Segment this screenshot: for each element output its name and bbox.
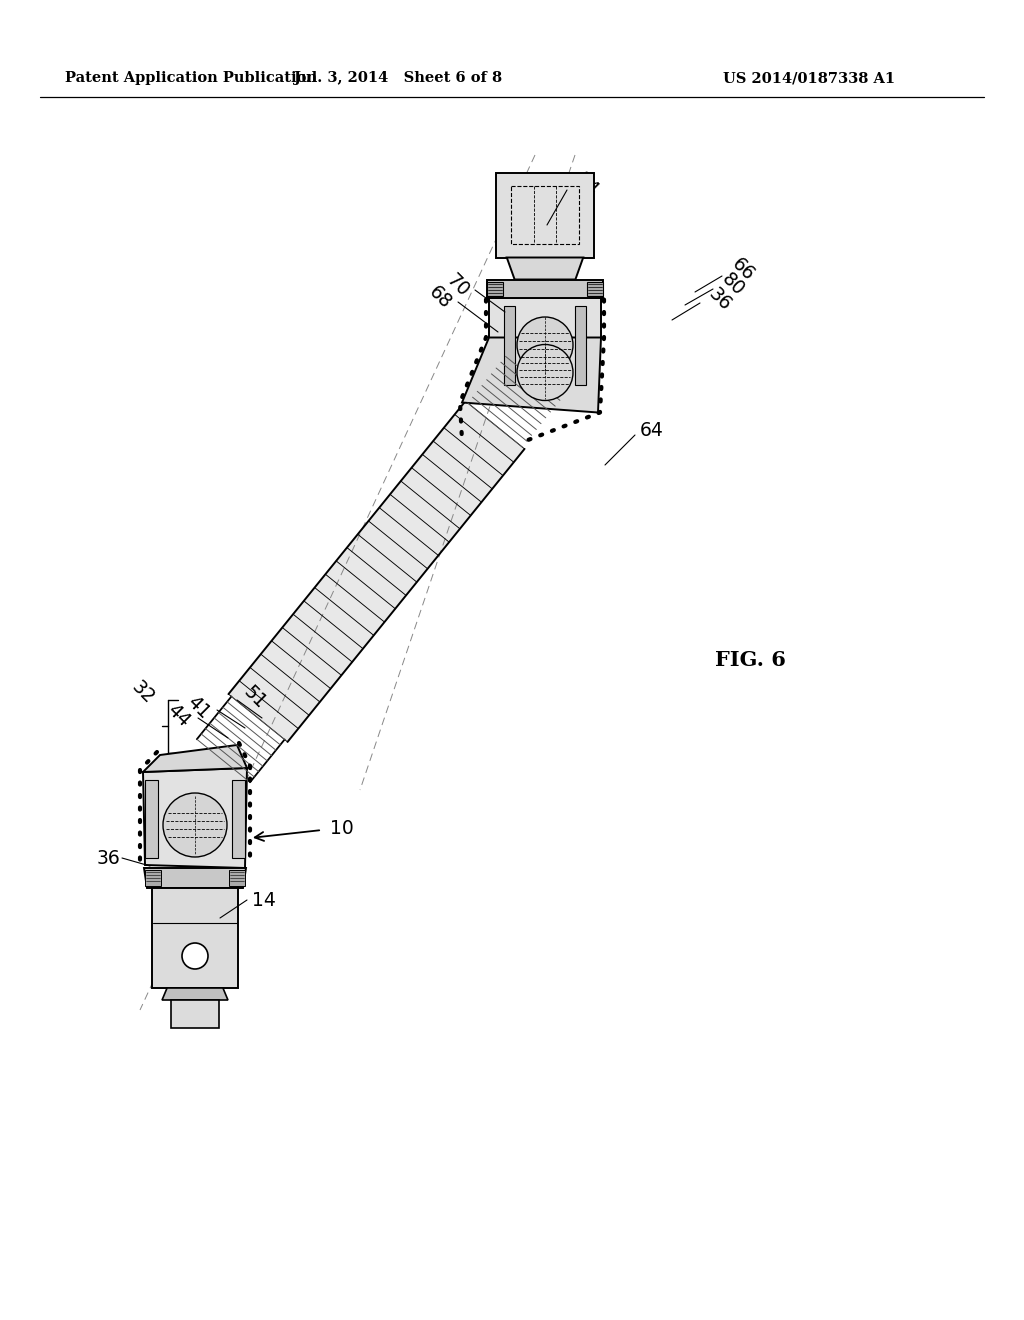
Polygon shape [487,280,603,297]
Text: 10: 10 [330,818,353,837]
Polygon shape [229,870,245,886]
Polygon shape [587,281,603,296]
Polygon shape [145,870,161,886]
Text: Patent Application Publication: Patent Application Publication [65,71,317,84]
Text: 41: 41 [183,693,214,723]
Polygon shape [162,987,228,1001]
Circle shape [163,793,227,857]
Text: 68: 68 [425,282,455,313]
Text: 51: 51 [240,682,270,713]
Polygon shape [462,338,601,412]
Polygon shape [507,257,584,280]
Text: 80: 80 [718,269,749,300]
Polygon shape [487,281,503,296]
Polygon shape [171,1001,219,1028]
Text: 24: 24 [572,170,602,201]
Text: Jul. 3, 2014   Sheet 6 of 8: Jul. 3, 2014 Sheet 6 of 8 [294,71,502,84]
Text: US 2014/0187338 A1: US 2014/0187338 A1 [723,71,895,84]
Polygon shape [228,401,524,742]
Text: 66: 66 [728,255,758,285]
Circle shape [517,317,573,374]
Text: FIG. 6: FIG. 6 [715,649,785,671]
Polygon shape [232,780,245,858]
Polygon shape [575,305,586,384]
Text: 14: 14 [252,891,275,909]
Text: 32: 32 [128,678,158,708]
Polygon shape [152,888,238,987]
Polygon shape [143,768,247,869]
Polygon shape [145,780,158,858]
Text: 44: 44 [164,701,194,731]
Polygon shape [504,305,515,384]
Text: 36: 36 [705,285,735,315]
Polygon shape [144,869,246,888]
Circle shape [182,942,208,969]
Polygon shape [496,173,594,257]
Text: 70: 70 [442,271,473,301]
Circle shape [517,345,573,400]
Polygon shape [143,744,247,772]
Text: 64: 64 [640,421,664,440]
Polygon shape [489,297,601,338]
Polygon shape [489,297,601,392]
Text: 36: 36 [96,849,120,867]
